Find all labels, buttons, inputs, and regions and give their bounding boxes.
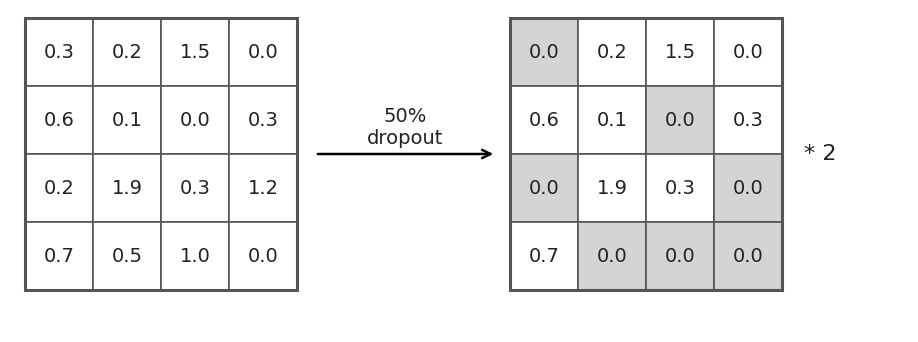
- Text: 0.1: 0.1: [597, 110, 627, 130]
- Bar: [25, 18, 93, 86]
- Bar: [510, 18, 782, 290]
- Text: 0.2: 0.2: [597, 42, 627, 62]
- Bar: [229, 222, 297, 290]
- Text: 0.0: 0.0: [733, 42, 764, 62]
- Text: 1.5: 1.5: [179, 42, 210, 62]
- Text: 1.0: 1.0: [180, 247, 210, 265]
- Text: 0.2: 0.2: [112, 42, 142, 62]
- Bar: [229, 86, 297, 154]
- Bar: [161, 86, 229, 154]
- Text: 1.2: 1.2: [248, 179, 278, 197]
- Text: 0.0: 0.0: [733, 179, 764, 197]
- Bar: [578, 154, 646, 222]
- Bar: [578, 86, 646, 154]
- Text: 0.7: 0.7: [43, 247, 74, 265]
- Bar: [93, 222, 161, 290]
- Bar: [578, 18, 646, 86]
- Text: 0.6: 0.6: [43, 110, 74, 130]
- Bar: [93, 154, 161, 222]
- Text: 50%: 50%: [384, 106, 427, 126]
- Text: dropout: dropout: [367, 129, 443, 147]
- Bar: [229, 18, 297, 86]
- Bar: [714, 86, 782, 154]
- Text: 0.3: 0.3: [733, 110, 764, 130]
- Bar: [714, 222, 782, 290]
- Bar: [646, 86, 714, 154]
- Text: 1.9: 1.9: [111, 179, 142, 197]
- Text: 1.5: 1.5: [665, 42, 696, 62]
- Text: 0.2: 0.2: [43, 179, 74, 197]
- Bar: [510, 18, 578, 86]
- Text: 0.7: 0.7: [529, 247, 559, 265]
- Bar: [25, 18, 297, 290]
- Text: 0.3: 0.3: [180, 179, 210, 197]
- Bar: [646, 18, 714, 86]
- Bar: [510, 154, 578, 222]
- Text: 0.0: 0.0: [665, 247, 695, 265]
- Bar: [161, 18, 229, 86]
- Bar: [510, 86, 578, 154]
- Bar: [161, 154, 229, 222]
- Bar: [646, 222, 714, 290]
- Bar: [714, 154, 782, 222]
- Bar: [510, 222, 578, 290]
- Text: 0.3: 0.3: [248, 110, 278, 130]
- Text: 0.0: 0.0: [733, 247, 764, 265]
- Text: 0.0: 0.0: [248, 42, 278, 62]
- Bar: [25, 154, 93, 222]
- Text: * 2: * 2: [804, 144, 836, 164]
- Text: 0.0: 0.0: [248, 247, 278, 265]
- Text: 0.0: 0.0: [529, 42, 559, 62]
- Text: 1.9: 1.9: [597, 179, 628, 197]
- Text: 0.3: 0.3: [665, 179, 696, 197]
- Bar: [93, 18, 161, 86]
- Text: 0.6: 0.6: [529, 110, 559, 130]
- Bar: [229, 154, 297, 222]
- Text: 0.1: 0.1: [112, 110, 142, 130]
- Bar: [646, 154, 714, 222]
- Text: 0.0: 0.0: [665, 110, 695, 130]
- Bar: [93, 86, 161, 154]
- Bar: [25, 222, 93, 290]
- Text: 0.3: 0.3: [43, 42, 74, 62]
- Bar: [161, 222, 229, 290]
- Text: 0.0: 0.0: [529, 179, 559, 197]
- Bar: [714, 18, 782, 86]
- Bar: [578, 222, 646, 290]
- Text: 0.0: 0.0: [180, 110, 210, 130]
- Text: 0.0: 0.0: [597, 247, 627, 265]
- Text: 0.5: 0.5: [111, 247, 142, 265]
- Bar: [25, 86, 93, 154]
